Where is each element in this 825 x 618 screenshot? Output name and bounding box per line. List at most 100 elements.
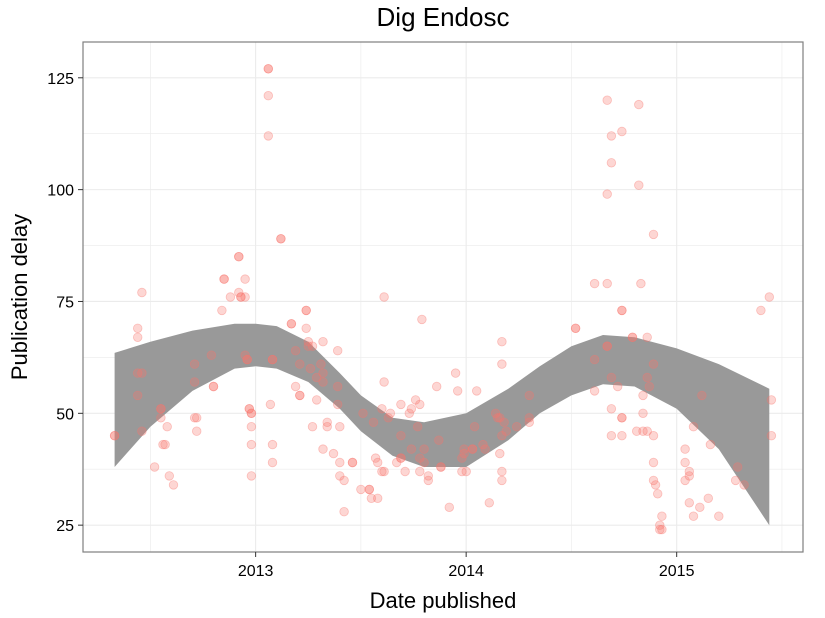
data-point [312,395,322,405]
data-point [657,524,667,535]
data-point [295,390,305,401]
data-point [109,431,120,441]
data-point [617,305,627,316]
data-point [638,408,648,419]
data-point [132,323,143,334]
y-tick-label: 50 [56,406,74,423]
data-point [208,381,219,392]
data-point [450,368,461,378]
data-point [648,457,659,468]
data-point [392,457,402,468]
data-point [415,466,425,477]
x-tick-label: 2014 [448,563,484,580]
data-point [234,287,244,298]
data-point [634,99,644,110]
data-point [495,448,505,459]
data-point [497,431,507,441]
data-point [684,466,695,477]
data-point [617,413,627,423]
y-tick-label: 75 [56,294,74,311]
data-point [617,413,627,423]
data-point [191,413,202,423]
data-point [263,64,274,74]
data-point [318,337,328,347]
data-point [377,466,387,477]
data-point [688,511,699,521]
data-point [730,475,741,486]
data-point [335,471,345,481]
data-point [413,422,423,432]
y-tick-label: 25 [56,518,74,535]
data-point [688,422,699,432]
data-point [191,426,202,436]
data-point [423,471,434,481]
y-tick-label: 100 [47,183,74,200]
x-axis: 2013 2014 2015 [238,552,695,580]
data-point [225,292,236,302]
data-point [356,484,366,495]
data-point [242,354,252,365]
data-point [606,404,617,414]
data-point [295,390,305,401]
data-point [347,457,358,468]
data-point [335,457,345,468]
data-point [444,502,455,513]
plot-border [82,41,804,553]
data-point [634,180,644,190]
data-point [290,381,301,392]
data-point [236,292,246,302]
data-point [373,457,383,468]
data-point [632,426,642,436]
data-point [459,444,469,454]
data-point [347,457,358,468]
data-point [396,431,406,441]
data-point [160,439,170,450]
data-point [627,332,638,343]
data-point [764,292,775,302]
data-point [766,395,777,405]
data-point [417,314,427,325]
data-point [164,471,175,481]
data-point [396,453,406,463]
data-point [501,426,511,436]
data-point [617,305,627,316]
data-point [286,319,297,329]
data-point [276,234,286,244]
data-point [570,323,581,334]
data-point [246,439,257,450]
data-point [648,431,659,441]
data-point [419,457,429,468]
data-point [132,390,143,401]
data-point [219,274,229,284]
smooth-confidence-band [114,323,770,526]
data-point [267,457,278,468]
data-point [339,507,349,517]
data-point [318,444,328,454]
data-point [295,359,305,369]
data-point [217,305,227,316]
data-point [602,278,612,289]
data-point [358,408,368,419]
data-point [606,158,617,168]
data-point [339,475,349,486]
data-point [434,435,444,445]
data-point [636,278,646,289]
data-point [490,408,501,419]
data-point [680,444,690,454]
data-point [627,332,638,343]
data-point [655,520,665,530]
data-point [189,377,200,387]
data-point [617,431,627,441]
data-point [703,493,714,504]
data-point [497,475,507,486]
data-point [307,341,318,351]
data-point [524,413,535,423]
data-point [423,475,434,486]
data-point [263,90,274,101]
data-point [697,390,707,401]
data-point [234,252,244,262]
data-point [480,444,490,454]
data-point [606,431,617,441]
data-point [453,386,463,396]
plot-panel [83,42,803,552]
